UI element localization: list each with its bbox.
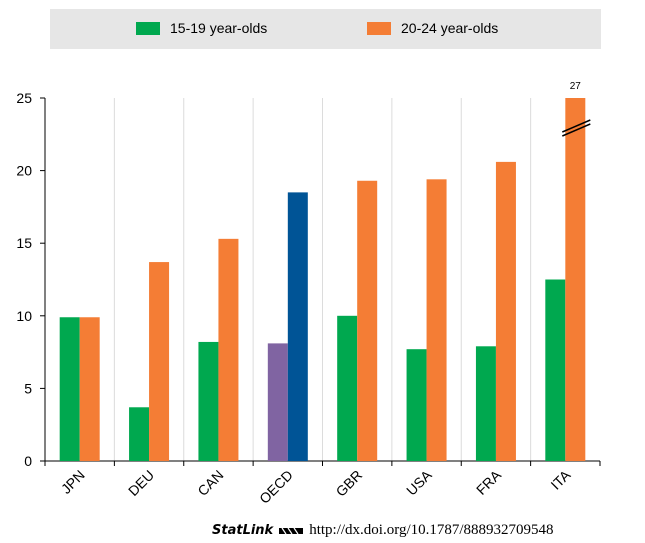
x-tick-label-oecd: OECD	[256, 467, 296, 507]
bar-fra-series-2	[495, 161, 516, 461]
bar-gbr-series-2	[357, 180, 378, 461]
break-line-2	[562, 123, 591, 137]
bar-can-series-1	[198, 341, 219, 461]
x-tick-label-fra: FRA	[473, 466, 505, 498]
statlink-brand: StatLink	[212, 523, 274, 538]
x-tick-label-ita: ITA	[547, 466, 573, 492]
legend-item-series-2: 20-24 year-olds	[367, 20, 498, 36]
x-tick-label-gbr: GBR	[333, 467, 366, 500]
bar-gbr-series-1	[337, 315, 358, 461]
legend-label-series-2: 20-24 year-olds	[401, 20, 499, 36]
legend-item-series-1: 15-19 year-olds	[136, 20, 267, 36]
y-tick-label-4: 20	[16, 163, 32, 179]
legend-swatch-series-2	[367, 21, 391, 35]
y-tick-label-2: 10	[16, 308, 32, 324]
bar-oecd-series-2	[287, 192, 308, 461]
bar-chart: 0 5 10 15 20 25 JPN DEU CAN OECD GBR USA FRA 27 ITA	[16, 81, 601, 507]
bar-usa-series-1	[406, 349, 427, 461]
y-tick-label-1: 5	[24, 380, 32, 396]
bar-jpn-series-1	[59, 317, 80, 461]
x-tick-label-jpn: JPN	[58, 467, 88, 497]
bar-deu-series-2	[149, 262, 170, 461]
x-tick-label-deu: DEU	[125, 467, 157, 499]
x-tick-label-usa: USA	[403, 466, 435, 498]
data-label-truncated: 27	[570, 81, 582, 92]
bar-oecd-series-1	[267, 343, 288, 461]
bar-can-series-2	[218, 238, 239, 461]
bar-deu-series-1	[129, 407, 150, 461]
y-tick-label-5: 25	[16, 90, 32, 106]
y-tick-label-0: 0	[24, 453, 32, 469]
statlink[interactable]: StatLink http://dx.doi.org/10.1787/88893…	[212, 522, 554, 539]
bar-usa-series-2	[426, 179, 447, 461]
statlink-url[interactable]: http://dx.doi.org/10.1787/888932709548	[309, 522, 554, 538]
legend: 15-19 year-olds 20-24 year-olds	[50, 9, 601, 49]
legend-swatch-series-1	[136, 21, 160, 35]
break-line-1	[562, 119, 591, 133]
bar-fra-series-1	[475, 346, 496, 461]
statlink-logo-icon	[279, 527, 304, 534]
y-tick-label-3: 15	[16, 235, 32, 251]
bar-ita-series-2	[565, 98, 586, 461]
x-tick-label-can: CAN	[194, 467, 226, 499]
bar-jpn-series-2	[79, 317, 100, 461]
bar-ita-series-1	[545, 279, 566, 461]
legend-label-series-1: 15-19 year-olds	[170, 20, 268, 36]
